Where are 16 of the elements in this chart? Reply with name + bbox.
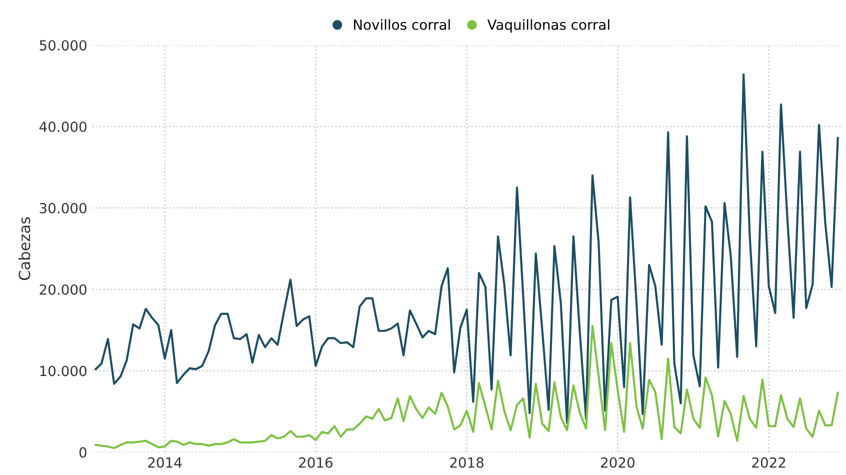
x-tick-label: 2018: [450, 457, 484, 468]
y-tick-label: 50.000: [40, 40, 86, 51]
y-tick-label: 40.000: [39, 122, 86, 132]
x-tick-label: 2022: [752, 457, 786, 468]
y-tick-label: 0: [79, 447, 86, 458]
y-tick-label: 30.000: [40, 202, 86, 214]
line-series: [94, 73, 839, 424]
x-tick-label: 2020: [601, 457, 634, 468]
x-tick-label: 2016: [299, 457, 332, 468]
y-tick-label: 20.000: [40, 284, 86, 295]
x-tick-label: 2014: [148, 457, 182, 468]
legend-label: Novillos corral: [354, 19, 450, 30]
y-axis-title: Cabezas: [18, 217, 30, 280]
line-series: [94, 324, 839, 450]
y-tick-label: 10.000: [40, 366, 86, 376]
legend-label: Vaquillonas corral: [487, 19, 610, 33]
